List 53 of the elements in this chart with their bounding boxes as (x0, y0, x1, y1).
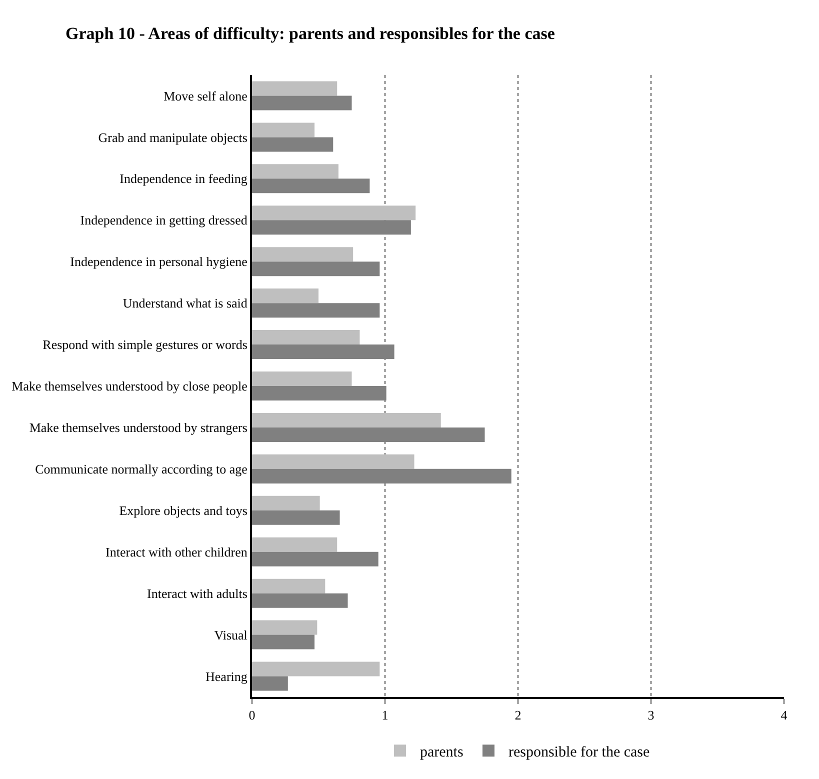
bar (252, 386, 386, 401)
bar (252, 468, 512, 484)
bar (252, 662, 380, 676)
bar (252, 96, 352, 110)
bar (252, 303, 380, 318)
bar (252, 578, 326, 594)
bar (252, 344, 394, 360)
chart-title: Graph 10 - Areas of difficulty: parents and responsibles for the case (66, 24, 556, 44)
bar (252, 220, 411, 235)
bar (252, 676, 288, 691)
x-tick-label: 0 (248, 708, 256, 723)
bar (252, 122, 315, 138)
y-tick-label: Make themselves understood by close people (12, 378, 248, 394)
bar (252, 412, 441, 428)
y-tick-label: Independence in getting dressed (80, 212, 248, 228)
x-tick-label: 3 (648, 708, 654, 723)
bar (252, 537, 338, 552)
y-tick-label: Make themselves understood by strangers (29, 420, 248, 436)
bar (252, 330, 360, 345)
bar (252, 247, 354, 262)
y-tick-label: Visual (214, 627, 248, 642)
y-tick-label: Independence in feeding (120, 171, 248, 186)
y-tick-label: Understand what is said (122, 296, 248, 311)
y-tick-label: Respond with simple gestures or words (42, 337, 248, 352)
y-tick-label: Interact with adults (147, 586, 248, 601)
bar (252, 496, 320, 510)
legend-label: parents (420, 744, 464, 760)
y-tick-label: Explore objects and toys (119, 502, 248, 518)
legend-label: responsible for the case (508, 744, 650, 760)
x-tick-label: 2 (514, 708, 522, 723)
bar (252, 510, 340, 525)
y-tick-label: Hearing (206, 668, 248, 684)
y-tick-label: Communicate normally according to age (35, 461, 248, 476)
bar (252, 427, 485, 442)
bar (252, 593, 348, 608)
y-tick-label: Interact with other children (106, 544, 248, 560)
y-tick-label: Independence in personal hygiene (70, 254, 248, 270)
bar (252, 164, 338, 179)
bar (252, 288, 318, 304)
bar (252, 454, 414, 469)
x-tick-label: 1 (382, 708, 388, 723)
bar (252, 178, 370, 194)
bar (252, 262, 380, 276)
bar (252, 634, 315, 650)
bar (252, 371, 352, 386)
bar (252, 81, 338, 96)
y-tick-label: Grab and manipulate objects (98, 130, 248, 145)
bar (252, 552, 378, 566)
bar (252, 620, 318, 635)
bar (252, 206, 416, 220)
bar (252, 137, 334, 152)
x-tick-label: 4 (780, 708, 788, 723)
y-tick-label: Move self alone (164, 88, 248, 104)
